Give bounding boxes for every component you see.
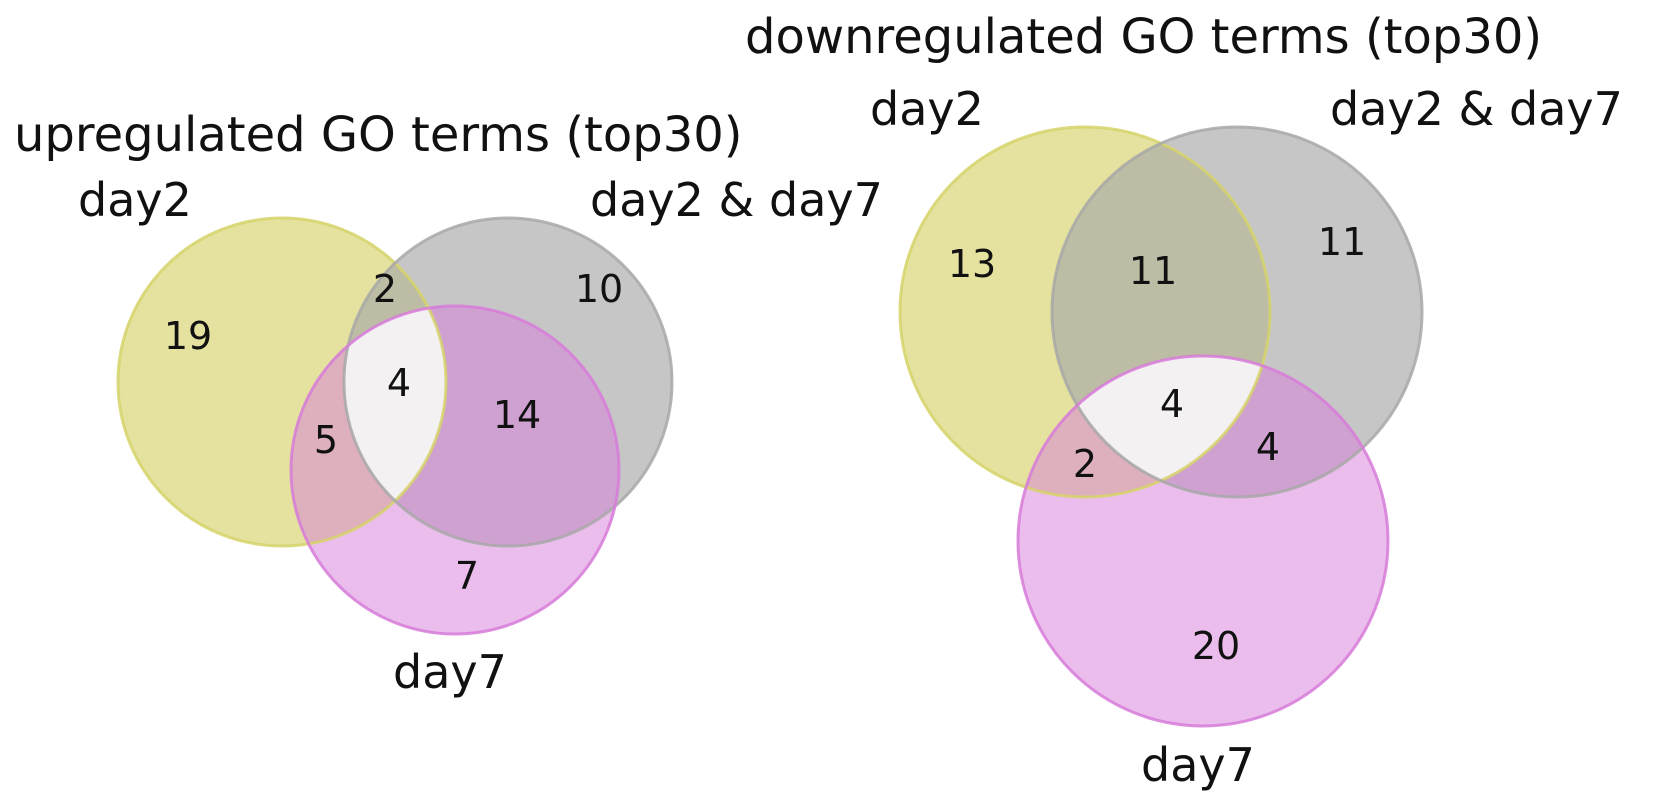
count-day2-x-day7: 5	[314, 418, 338, 462]
count-all-three: 4	[387, 361, 411, 405]
count-all-three: 4	[1160, 382, 1184, 426]
set-label-day7: day7	[393, 645, 507, 699]
set-ring-day2	[116, 216, 448, 548]
set-ring-day7	[289, 304, 621, 636]
set-label-day2: day2	[870, 82, 984, 136]
count-day2-and-day7-only: 11	[1318, 220, 1366, 264]
count-day7-only: 7	[455, 554, 479, 598]
venn-upregulated: upregulated GO terms (top30) day2 day2 &…	[14, 107, 883, 699]
count-day2-x-day2-and-day7: 11	[1129, 249, 1177, 293]
set-label-day2: day2	[78, 173, 192, 227]
count-day2-and-day7-x-day7: 4	[1256, 425, 1280, 469]
diagram-title: upregulated GO terms (top30)	[14, 107, 743, 163]
count-day2-and-day7-only: 10	[575, 267, 623, 311]
set-label-day2-and-day7: day2 & day7	[590, 173, 883, 227]
venn-downregulated: downregulated GO terms (top30) day2 day2…	[745, 9, 1623, 792]
count-day2-only: 13	[948, 242, 996, 286]
count-day2-and-day7-x-day7: 14	[493, 393, 541, 437]
set-ring-day2-and-day7	[342, 216, 674, 548]
count-day2-only: 19	[164, 314, 212, 358]
set-ring-day2	[898, 125, 1272, 499]
diagram-title: downregulated GO terms (top30)	[745, 9, 1542, 65]
count-day2-x-day7: 2	[1073, 442, 1097, 486]
count-day7-only: 20	[1192, 624, 1240, 668]
triple-overlap-region	[344, 306, 446, 546]
set-ring-day2-and-day7	[1050, 125, 1424, 499]
set-label-day7: day7	[1141, 738, 1255, 792]
set-ring-day7	[1016, 354, 1390, 728]
set-label-day2-and-day7: day2 & day7	[1330, 82, 1623, 136]
count-day2-x-day2-and-day7: 2	[373, 267, 397, 311]
